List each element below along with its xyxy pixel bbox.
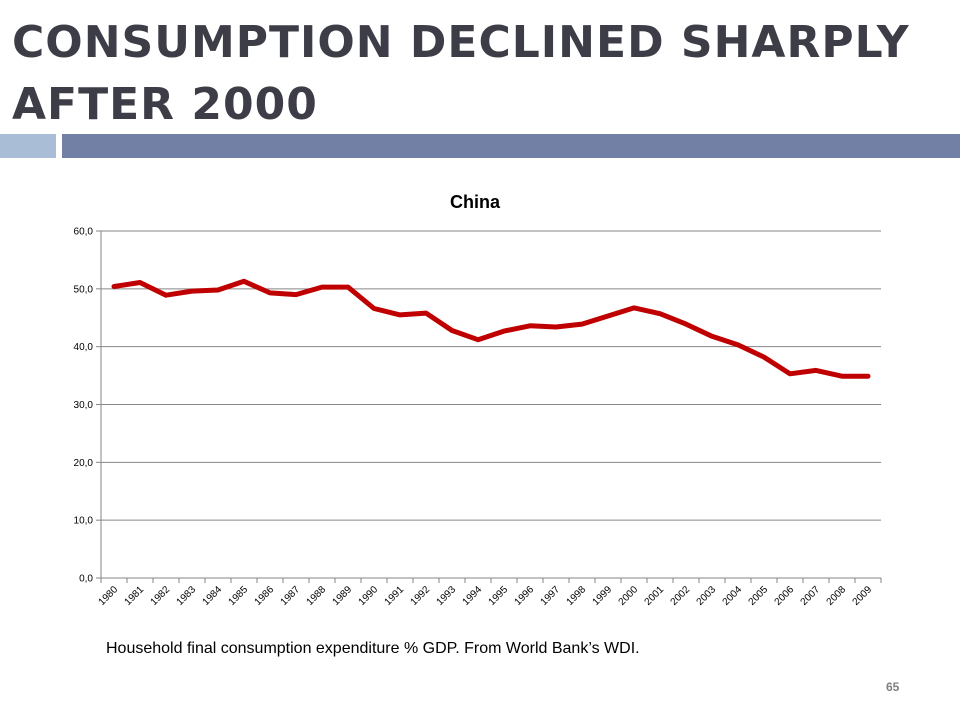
x-tick-label: 1998: [565, 584, 589, 608]
y-tick-label: 60,0: [74, 227, 94, 238]
y-tick-label: 40,0: [74, 342, 94, 353]
x-tick-label: 2006: [773, 584, 797, 608]
x-tick-label: 2008: [825, 584, 849, 608]
x-tick-label: 1995: [487, 584, 511, 608]
y-tick-label: 50,0: [74, 284, 94, 295]
x-tick-label: 2001: [643, 584, 667, 608]
x-tick-label: 1991: [383, 584, 407, 608]
x-tick-label: 2000: [617, 584, 641, 608]
x-tick-label: 1980: [97, 584, 121, 608]
slide-title: CONSUMPTION DECLINED SHARPLY AFTER 2000: [12, 17, 910, 130]
x-tick-label: 1999: [591, 584, 615, 608]
x-tick-label: 1988: [305, 584, 329, 608]
x-tick-label: 1987: [279, 584, 303, 608]
y-tick-label: 0,0: [79, 574, 93, 585]
grid-layer: [101, 230, 881, 579]
series-layer: [111, 278, 871, 379]
page-number: 65: [886, 680, 900, 694]
x-tick-label: 1990: [357, 584, 381, 608]
chart-title: China: [450, 192, 501, 212]
y-tick-label: 30,0: [74, 400, 94, 411]
x-tick-label: 1982: [149, 584, 173, 608]
x-tick-label: 2002: [669, 584, 693, 608]
series-line: [111, 278, 871, 379]
x-tick-label: 1992: [409, 584, 433, 608]
x-tick-label: 1983: [175, 584, 199, 608]
accent-bar-left: [0, 134, 56, 158]
y-tick-label: 10,0: [74, 516, 94, 527]
x-tick-label: 1986: [253, 584, 277, 608]
x-tick-label: 2004: [721, 584, 745, 608]
x-tick-label: 1989: [331, 584, 355, 608]
x-tick-label: 2007: [799, 584, 823, 608]
chart-caption: Household final consumption expenditure …: [106, 640, 640, 657]
accent-bar-main: [62, 134, 960, 158]
x-tick-label: 1984: [201, 584, 225, 608]
x-tick-label: 2009: [851, 584, 875, 608]
x-tick-label: 2003: [695, 584, 719, 608]
y-tick-label: 20,0: [74, 458, 94, 469]
x-tick-label: 1993: [435, 584, 459, 608]
x-tick-label: 1996: [513, 584, 537, 608]
x-tick-label: 1981: [123, 584, 147, 608]
x-tick-label: 1994: [461, 584, 485, 608]
x-tick-label: 1997: [539, 584, 563, 608]
x-tick-label: 2005: [747, 584, 771, 608]
x-tick-label: 1985: [227, 584, 251, 608]
